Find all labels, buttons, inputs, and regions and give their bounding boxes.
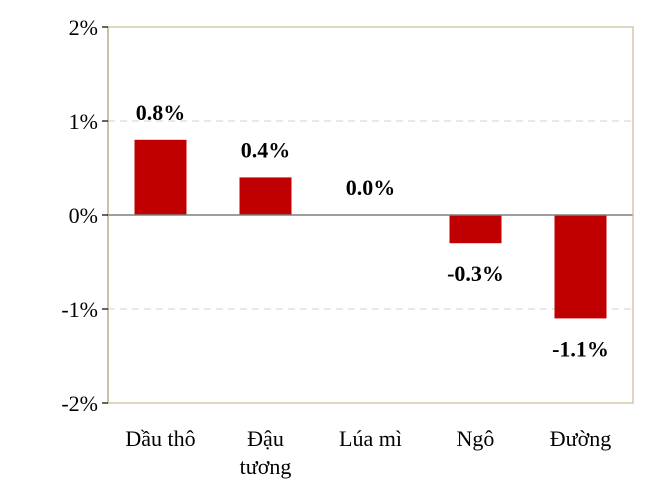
data-label: 0.0% [346,175,396,200]
y-tick-label: 1% [69,109,98,134]
x-tick-label: Dầu thô [125,426,195,451]
bar [449,215,502,244]
data-label: 0.4% [241,137,291,162]
y-tick-label: -1% [61,297,98,322]
bar [134,139,187,215]
data-labels: 0.8% 0.4% 0.0% -0.3% -1.1% [136,100,609,362]
x-tick-label: Đậu tương [240,426,292,479]
x-tick-label: Đường [550,426,611,451]
data-label: 0.8% [136,100,186,125]
y-tick-label: 0% [69,203,98,228]
data-label: -0.3% [447,261,504,286]
x-tick-label: Lúa mì [339,426,402,451]
x-tick-labels: Dầu thô Đậu tương Lúa mì Ngô Đường [125,426,611,479]
bars-layer [134,139,607,319]
y-tick-label: 2% [69,15,98,40]
bar [554,215,607,319]
data-label: -1.1% [552,336,609,361]
grid-layer [108,120,633,310]
bar [239,177,292,215]
x-tick-label: Ngô [457,426,495,451]
y-tick-label: -2% [61,391,98,416]
y-tick-labels: 2% 1% 0% -1% -2% [61,15,108,416]
